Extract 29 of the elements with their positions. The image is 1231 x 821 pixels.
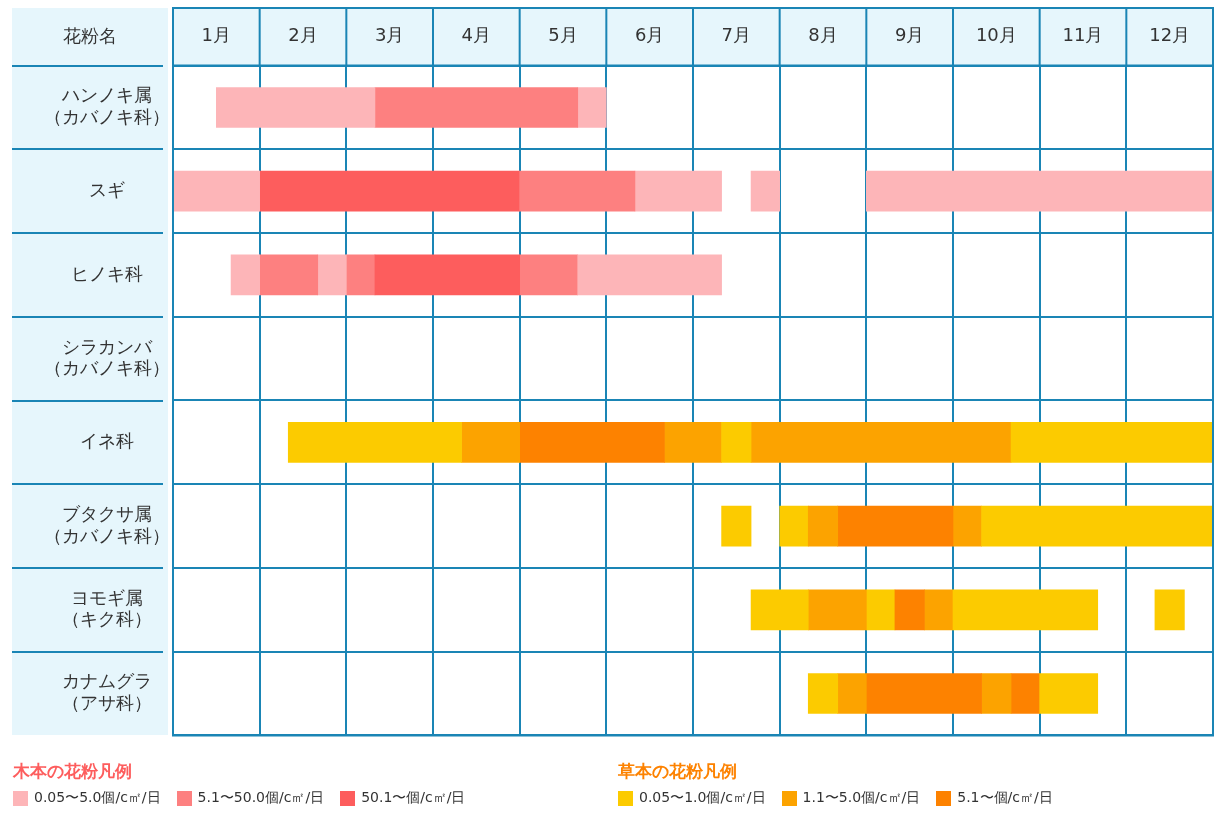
x-tick-label: 9月 — [894, 24, 925, 46]
text: 木本の花粉凡例 — [13, 760, 133, 783]
x-tick-label: 6月 — [634, 24, 665, 46]
text: 草本の花粉凡例 — [618, 760, 738, 783]
y-tick-label: ヒノキ科 — [71, 262, 143, 284]
y-tick-label: スギ — [89, 178, 125, 200]
y-tick-label: シラカンバ（カバノキ科） — [44, 335, 170, 379]
x-tick-label: 10月 — [975, 24, 1017, 46]
legend-label: 5.1〜個/c㎡/日 — [957, 789, 1053, 807]
x-tick-label: 7月 — [721, 24, 752, 46]
x-tick-label: 1月 — [201, 24, 232, 46]
x-tick-label: 12月 — [1149, 24, 1191, 46]
legend-label: 0.05〜1.0個/c㎡/日 — [639, 789, 766, 807]
legend-label: 1.1〜5.0個/c㎡/日 — [802, 789, 921, 807]
y-tick-label: カナムグラ（アサ科） — [62, 670, 152, 714]
y-tick-label: イネ科 — [80, 430, 134, 452]
y-tick-label: ブタクサ属（カバノキ科） — [44, 502, 170, 546]
legend-label: 5.1〜50.0個/c㎡/日 — [197, 789, 325, 807]
x-tick-label: 8月 — [808, 24, 838, 46]
x-tick-label: 3月 — [374, 24, 405, 46]
x-tick-label: 11月 — [1062, 24, 1104, 46]
x-tick-label: 2月 — [288, 24, 318, 46]
x-tick-label: 5月 — [548, 24, 578, 46]
x-tick-label: 4月 — [461, 24, 492, 46]
y-tick-label: ハンノキ属（カバノキ科） — [44, 84, 170, 127]
y-axis-title: 花粉名 — [62, 24, 118, 49]
legend-label: 0.05〜5.0個/c㎡/日 — [34, 789, 161, 807]
y-tick-label: ヨモギ属（キク科） — [62, 586, 152, 630]
legend-label: 50.1〜個/c㎡/日 — [361, 789, 466, 807]
